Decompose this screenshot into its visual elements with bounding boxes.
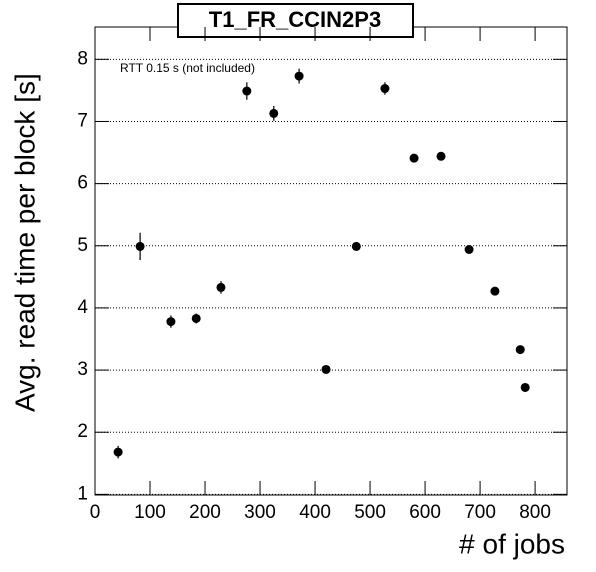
x-tick-label: 400 <box>299 502 331 523</box>
point <box>166 317 176 327</box>
chart-title: T1_FR_CCIN2P3 <box>209 7 381 32</box>
x-tick-label: 600 <box>409 502 441 523</box>
y-tick-label: 6 <box>77 173 88 194</box>
title-box <box>177 3 414 38</box>
y-tick-label: 2 <box>77 421 88 442</box>
point <box>409 153 419 163</box>
point <box>269 108 279 118</box>
y-tick-label: 5 <box>77 235 88 256</box>
point <box>436 151 446 161</box>
point <box>520 382 530 392</box>
point <box>294 71 304 81</box>
annotation: RTT 0.15 s (not included) <box>120 61 255 75</box>
point <box>135 241 145 251</box>
point <box>351 241 361 251</box>
x-tick-label: 800 <box>519 502 551 523</box>
point <box>490 286 500 296</box>
point <box>242 86 252 96</box>
point <box>380 84 390 94</box>
x-tick-label: 100 <box>134 502 166 523</box>
x-tick-label: 200 <box>189 502 221 523</box>
y-axis-label: Avg. read time per block [s] <box>9 73 40 412</box>
point <box>191 313 201 323</box>
x-tick-label: 500 <box>354 502 386 523</box>
y-tick-label: 1 <box>77 483 88 504</box>
x-tick-label: 700 <box>464 502 496 523</box>
y-tick-label: 4 <box>77 297 88 318</box>
point <box>515 345 525 355</box>
point <box>216 282 226 292</box>
point <box>464 245 474 255</box>
y-tick-label: 7 <box>77 110 88 131</box>
x-tick-label: 300 <box>244 502 276 523</box>
y-tick-label: 8 <box>77 48 88 69</box>
x-axis-label: # of jobs <box>459 528 565 559</box>
point <box>113 447 123 457</box>
point <box>321 364 331 374</box>
y-tick-label: 3 <box>77 359 88 380</box>
x-tick-label: 0 <box>90 502 101 523</box>
